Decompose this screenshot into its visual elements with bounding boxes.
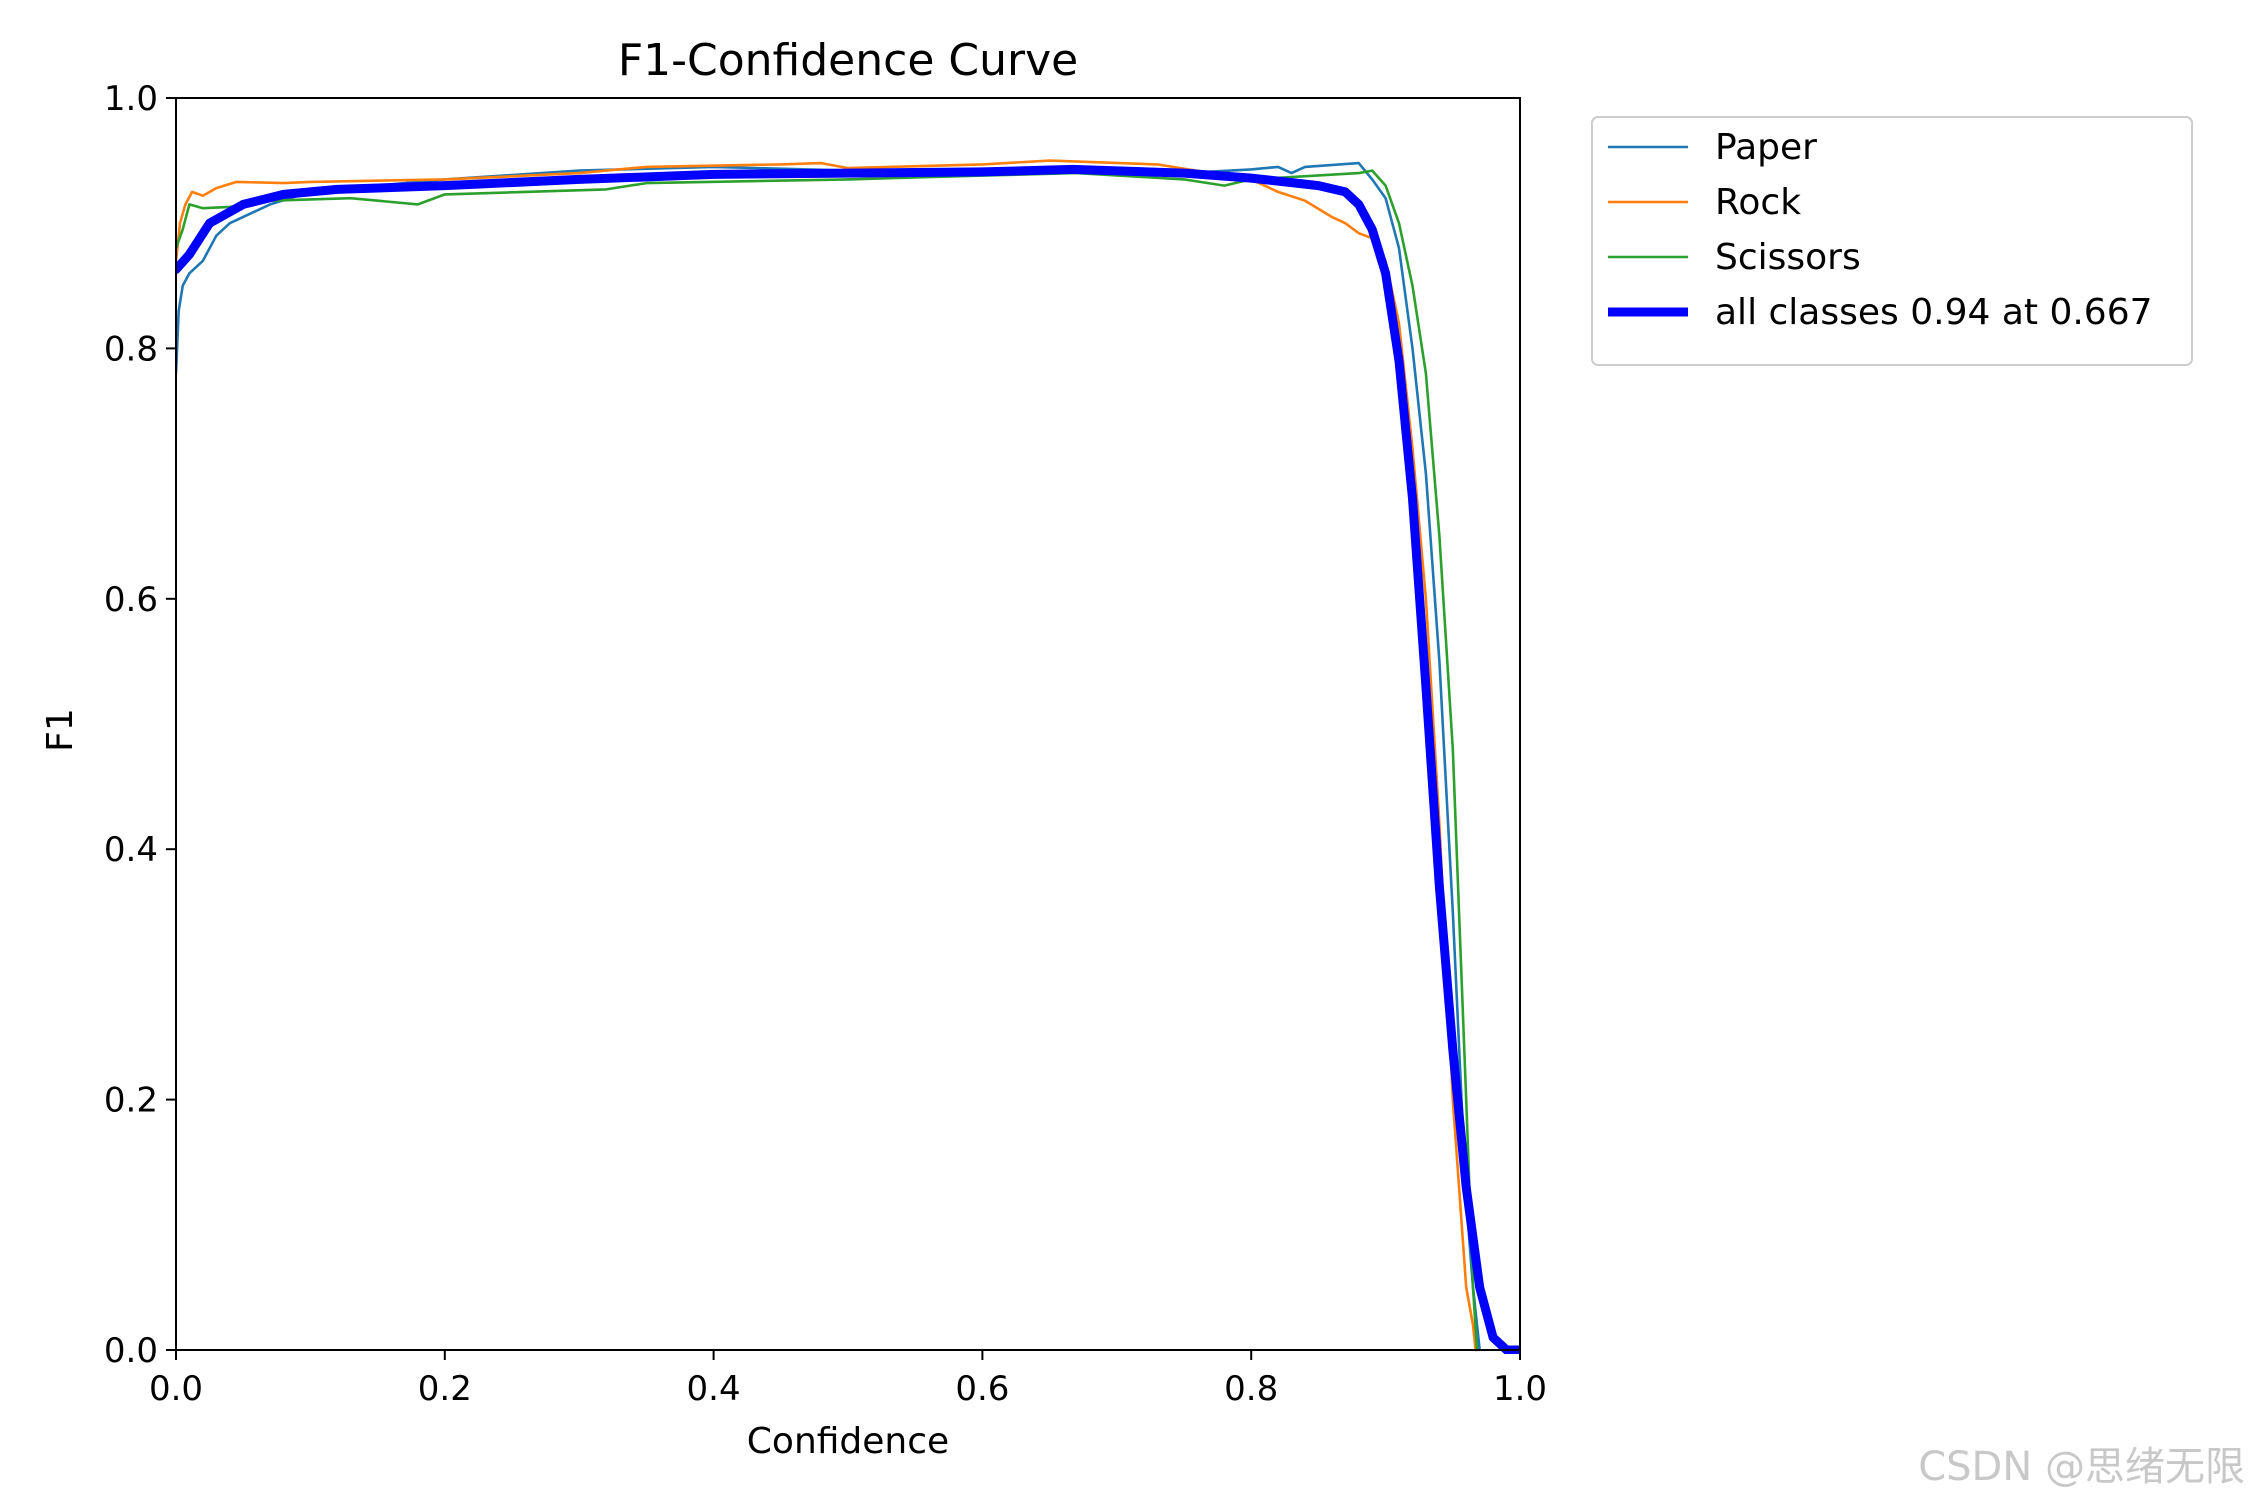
legend-label: Scissors xyxy=(1715,237,1861,278)
series-line-1 xyxy=(176,161,1481,1352)
legend-label: Rock xyxy=(1715,182,1801,223)
legend-box xyxy=(1591,116,2193,366)
legend: Paper Rock Scissors all classes 0.94 at 0.6… xyxy=(1591,116,2193,366)
plot-area: 0.0 0.2 0.4 0.6 0.8 1.0 0.0 0.2 0.4 0.6 0.8 1.0 xyxy=(104,79,1547,1409)
y-tick-label: 0.6 xyxy=(104,580,158,620)
y-tick-label: 0.0 xyxy=(104,1331,158,1371)
series-line-2 xyxy=(176,159,1477,1352)
legend-label: Paper xyxy=(1715,127,1817,168)
y-tick-label: 1.0 xyxy=(104,79,158,119)
y-tick-label: 0.4 xyxy=(104,830,158,870)
y-tick-label: 0.2 xyxy=(104,1081,158,1121)
y-tick-label: 0.8 xyxy=(104,329,158,369)
y-axis-label: F1 xyxy=(40,708,81,752)
x-tick-label: 0.6 xyxy=(955,1369,1009,1409)
legend-label: all classes 0.94 at 0.667 xyxy=(1715,292,2153,333)
x-tick-label: 0.4 xyxy=(687,1369,741,1409)
watermark: CSDN @思绪无限 xyxy=(1918,1444,2245,1490)
x-tick-label: 0.0 xyxy=(149,1369,203,1409)
x-tick-label: 0.8 xyxy=(1224,1369,1278,1409)
series-line-3 xyxy=(176,169,1479,1352)
series-line-4 xyxy=(176,164,1520,1354)
x-axis-label: Confidence xyxy=(747,1421,949,1462)
x-tick-label: 0.2 xyxy=(418,1369,472,1409)
chart-title: F1-Confidence Curve xyxy=(618,35,1078,86)
x-tick-label: 1.0 xyxy=(1493,1369,1547,1409)
series-group xyxy=(176,159,1520,1354)
axes-frame xyxy=(175,97,1521,1351)
